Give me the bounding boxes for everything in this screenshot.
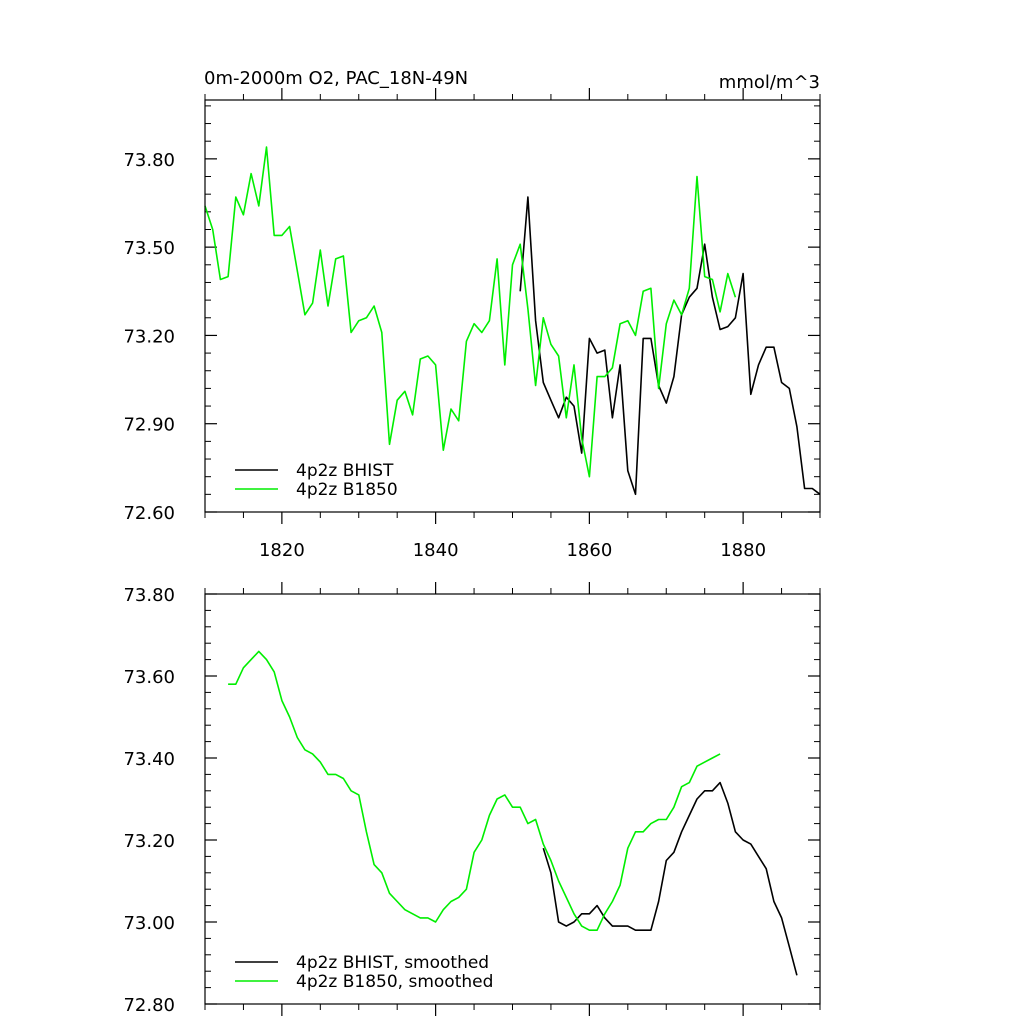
y-tick-label: 73.80	[123, 150, 175, 171]
top-panel-series	[204, 146, 821, 496]
x-tick-label: 1860	[566, 540, 612, 561]
y-tick-label: 73.00	[123, 913, 175, 934]
top-panel-frame	[204, 99, 821, 513]
bottom-panel-frame	[204, 593, 821, 1005]
y-tick-label: 73.80	[123, 585, 175, 606]
series-line-b1850	[204, 146, 737, 478]
x-tick-label: 1880	[720, 540, 766, 561]
top-panel: 0m-2000m O2, PAC_18N-49N mmol/m^3 1820 18…	[123, 68, 821, 561]
top-panel-ticks: 1820 1840 1860 1880 72.60 72.90 73.20 73.50 73.8…	[123, 88, 821, 561]
top-panel-title: 0m-2000m O2, PAC_18N-49N	[204, 68, 468, 89]
y-tick-label: 73.50	[123, 238, 175, 259]
x-tick-label: 1840	[413, 540, 459, 561]
bottom-panel-ticks: 72.80 73.00 73.20 73.40 73.60 73.80	[123, 582, 821, 1016]
x-tick-label: 1820	[259, 540, 305, 561]
legend-label: 4p2z B1850	[296, 480, 398, 500]
series-line-bhist	[519, 196, 821, 496]
legend-label: 4p2z B1850, smoothed	[296, 972, 493, 992]
y-tick-label: 73.20	[123, 326, 175, 347]
y-tick-label: 73.20	[123, 831, 175, 852]
bottom-panel-series	[228, 650, 798, 976]
series-line-bhist	[542, 781, 798, 976]
y-tick-label: 72.90	[123, 415, 175, 436]
legend-label: 4p2z BHIST	[296, 461, 394, 481]
y-tick-label: 73.60	[123, 667, 175, 688]
top-panel-units: mmol/m^3	[719, 72, 820, 93]
y-tick-label: 72.60	[123, 503, 175, 524]
series-line-b1850	[228, 650, 721, 932]
y-tick-label: 72.80	[123, 995, 175, 1016]
legend-label: 4p2z BHIST, smoothed	[296, 953, 489, 973]
bottom-panel: 72.80 73.00 73.20 73.40 73.60 73.80 4p2z BHIS…	[123, 582, 821, 1016]
y-tick-label: 73.40	[123, 749, 175, 770]
